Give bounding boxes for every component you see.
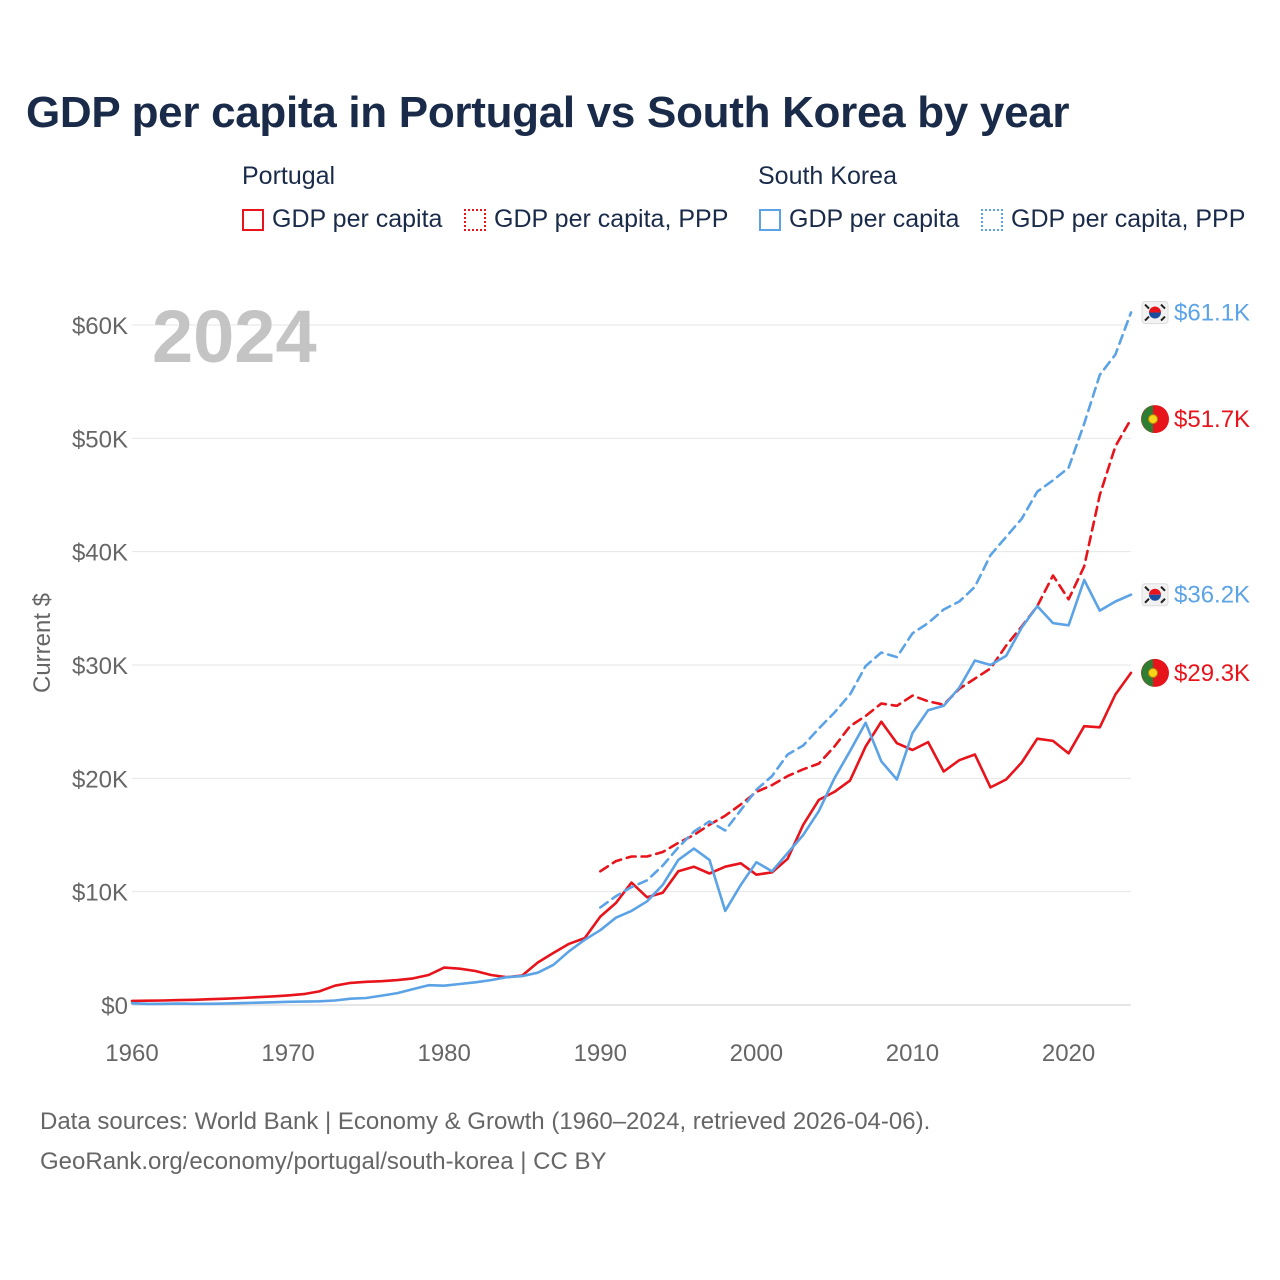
series-line-south-korea-gdp-per-capita — [130, 578, 1133, 1006]
legend-item-portugal-gdp[interactable]: GDP per capita — [242, 205, 442, 234]
legend-label-portugal-ppp: GDP per capita, PPP — [494, 205, 729, 233]
flag-trigram — [1144, 303, 1150, 310]
end-label-pt-ppp: $51.7K — [1174, 406, 1250, 433]
flag-taeguk-red — [1149, 306, 1161, 313]
flag-green-field — [1141, 405, 1153, 433]
x-tick-label: 2010 — [886, 1040, 939, 1067]
footer-link[interactable]: GeoRank.org/economy/portugal/south-korea… — [40, 1148, 607, 1175]
y-axis-label: Current $ — [29, 593, 56, 693]
south-korea-flag-icon — [1141, 301, 1169, 325]
legend-swatch-south-korea-gdp — [759, 208, 781, 231]
footer-sources: Data sources: World Bank | Economy & Gro… — [40, 1108, 931, 1135]
y-tick-label: $50K — [72, 426, 128, 453]
x-tick-label: 1970 — [261, 1040, 314, 1067]
x-tick-label: 1990 — [574, 1040, 627, 1067]
legend-swatch-portugal-ppp — [464, 208, 486, 231]
x-tick-label: 1980 — [417, 1040, 470, 1067]
flag-taeguk-red — [1149, 588, 1161, 595]
flag-emblem — [1148, 667, 1158, 678]
flag-taeguk-blue — [1149, 594, 1161, 601]
series-line-portugal-gdp-per-capita — [130, 671, 1133, 1003]
x-tick-label: 2000 — [730, 1040, 783, 1067]
series-group — [130, 311, 1133, 1006]
flag-trigram — [1144, 586, 1150, 592]
x-axis-ticks: 1960 1970 1980 1990 2000 2010 2020 — [105, 1040, 1095, 1067]
flag-trigram — [1144, 315, 1150, 322]
end-label-pt-gdp: $29.3K — [1174, 660, 1250, 687]
chart-title: GDP per capita in Portugal vs South Kore… — [26, 88, 1070, 137]
flag-taeguk-blue — [1149, 312, 1161, 319]
end-label-kr-gdp: $36.2K — [1174, 582, 1250, 609]
end-labels: $61.1K $51.7K $36.2K $29.3K — [1141, 300, 1250, 687]
x-tick-label: 2020 — [1042, 1040, 1095, 1067]
gridlines — [132, 324, 1131, 1006]
flag-trigram — [1144, 598, 1150, 604]
y-tick-label: $40K — [72, 540, 128, 567]
flag-green-field — [1141, 659, 1153, 687]
flag-trigram — [1160, 586, 1166, 592]
flag-emblem — [1148, 414, 1158, 425]
legend-label-portugal-gdp: GDP per capita — [272, 205, 443, 233]
flag-trigram — [1160, 598, 1166, 604]
portugal-flag-icon — [1141, 405, 1169, 434]
legend-swatch-portugal-gdp — [242, 208, 264, 231]
legend-label-south-korea-ppp: GDP per capita, PPP — [1011, 205, 1246, 233]
flag-trigram — [1160, 315, 1166, 322]
y-tick-label: $60K — [72, 313, 128, 340]
legend-group-portugal: Portugal — [242, 162, 336, 190]
x-tick-label: 1960 — [105, 1040, 158, 1067]
y-tick-label: $20K — [72, 766, 128, 793]
legend-group-south-korea: South Korea — [758, 162, 897, 190]
y-tick-label: $30K — [72, 653, 128, 680]
year-overlay: 2024 — [152, 295, 317, 378]
flag-trigram — [1160, 303, 1166, 310]
south-korea-flag-icon — [1141, 583, 1169, 607]
legend-item-south-korea-gdp[interactable]: GDP per capita — [759, 205, 959, 234]
legend-item-portugal-ppp[interactable]: GDP per capita, PPP — [464, 205, 728, 234]
legend-label-south-korea-gdp: GDP per capita — [789, 205, 960, 233]
y-axis-ticks: $0 $10K $20K $30K $40K $50K $60K — [72, 313, 128, 1020]
portugal-flag-icon — [1141, 658, 1169, 687]
end-label-kr-ppp: $61.1K — [1174, 300, 1250, 327]
series-line-south-korea-gdp-per-capita-ppp — [598, 311, 1133, 909]
legend-item-south-korea-ppp[interactable]: GDP per capita, PPP — [981, 205, 1245, 234]
legend-swatch-south-korea-ppp — [981, 208, 1003, 231]
y-tick-label: $0 — [101, 993, 128, 1020]
chart-area: $0$10K$20K$30K$40K$50K$60K 1960 1970 1980 1… — [29, 295, 1250, 1067]
y-tick-label: $10K — [72, 880, 128, 907]
series-line-portugal-gdp-per-capita-ppp — [598, 417, 1133, 873]
